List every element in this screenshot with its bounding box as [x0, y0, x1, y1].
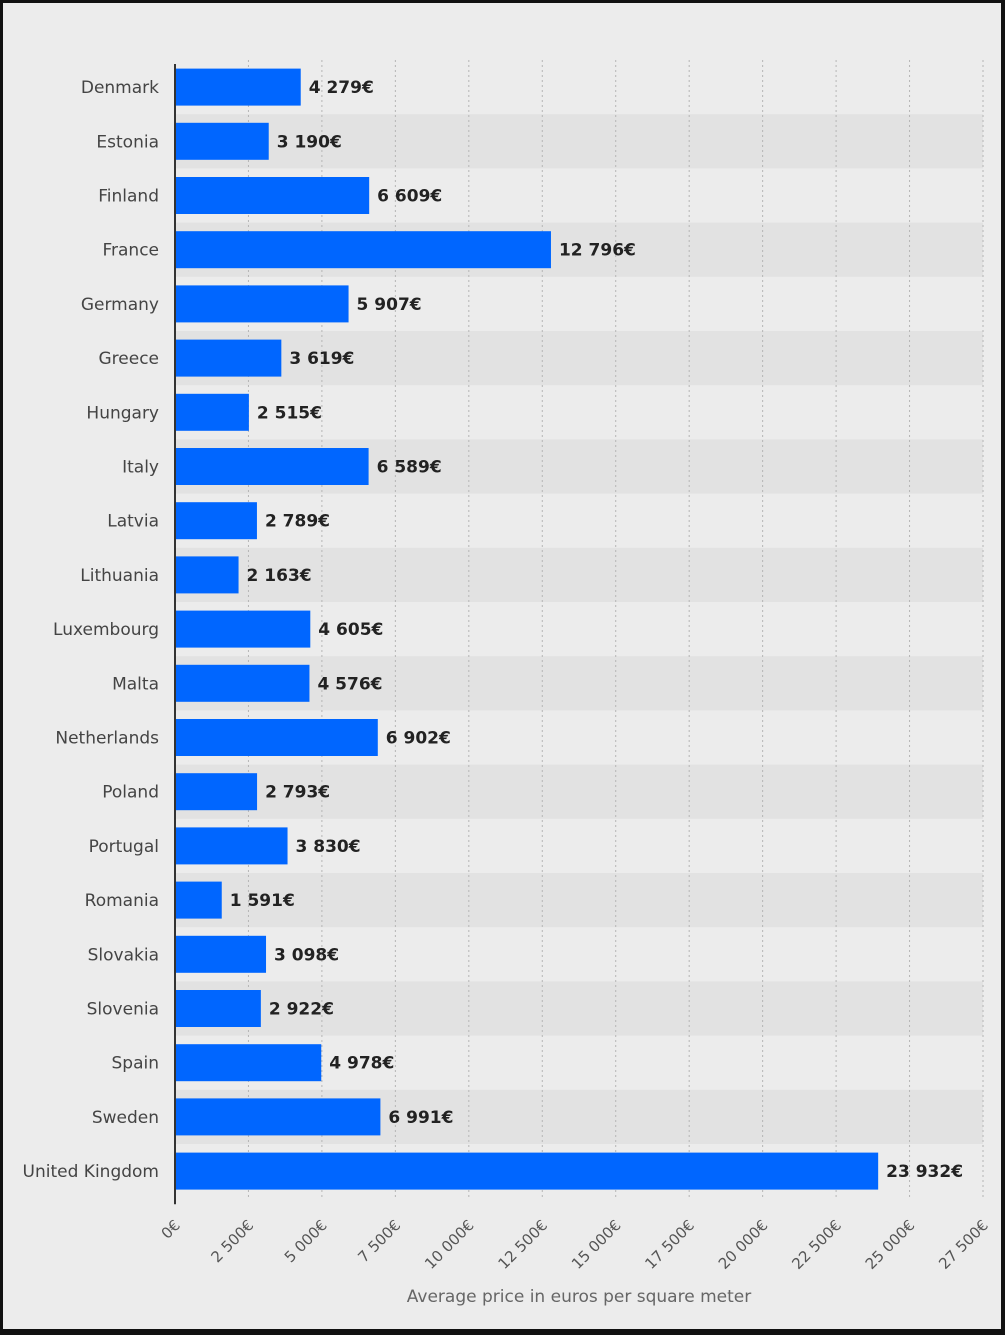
- value-label: 6 609€: [377, 187, 442, 207]
- bar-chart: Denmark Estonia Finland France Germany Greece…: [23, 60, 992, 1307]
- bar: [175, 1152, 879, 1190]
- bar: [175, 935, 267, 973]
- category-label: Italy: [122, 458, 159, 478]
- bar: [175, 339, 282, 377]
- x-tick-label: 20 000€: [715, 1216, 772, 1273]
- bar: [175, 610, 311, 648]
- value-label: 1 591€: [230, 891, 295, 911]
- x-tick-label: 7 500€: [354, 1216, 404, 1266]
- value-label: 6 902€: [386, 729, 451, 749]
- category-label: Sweden: [92, 1108, 159, 1128]
- bar: [175, 990, 261, 1027]
- chart-frame: Denmark Estonia Finland France Germany Greece…: [3, 3, 1001, 1329]
- value-label: 4 978€: [329, 1054, 394, 1074]
- value-label: 12 796€: [559, 241, 636, 261]
- x-axis-title: Average price in euros per square meter: [407, 1287, 751, 1307]
- row-band: [175, 114, 983, 169]
- value-label: 5 907€: [357, 295, 422, 315]
- value-label: 6 589€: [377, 458, 442, 478]
- x-tick-label: 15 000€: [568, 1216, 625, 1273]
- category-label: Netherlands: [55, 729, 159, 749]
- category-label: Hungary: [86, 403, 159, 423]
- row-band: [175, 656, 983, 711]
- x-tick-label: 12 500€: [495, 1216, 552, 1273]
- value-label: 3 619€: [289, 349, 354, 369]
- category-label: Estonia: [96, 132, 159, 152]
- bar: [175, 881, 222, 919]
- x-tick-label: 25 000€: [862, 1216, 919, 1273]
- category-label: United Kingdom: [23, 1162, 159, 1182]
- category-label: Spain: [112, 1054, 160, 1074]
- bar: [175, 664, 310, 702]
- value-label: 3 190€: [277, 132, 342, 152]
- category-labels: Denmark Estonia Finland France Germany Greece…: [23, 78, 160, 1182]
- category-label: Denmark: [81, 78, 159, 98]
- x-tick-label: 17 500€: [641, 1216, 698, 1273]
- bar: [175, 122, 269, 160]
- value-label: 3 098€: [274, 945, 339, 965]
- category-label: Germany: [81, 295, 159, 315]
- category-label: Romania: [85, 891, 159, 911]
- x-tick-label: 5 000€: [281, 1216, 331, 1266]
- value-label: 6 991€: [388, 1108, 453, 1128]
- bar: [175, 1098, 381, 1136]
- category-label: France: [102, 241, 159, 261]
- value-label: 2 922€: [269, 1000, 334, 1020]
- x-tick-label: 22 500€: [788, 1216, 845, 1273]
- bar: [175, 393, 249, 431]
- x-tick-label: 0€: [158, 1216, 184, 1242]
- bar: [175, 827, 288, 865]
- category-label: Finland: [98, 187, 159, 207]
- row-band: [175, 331, 983, 386]
- category-label: Latvia: [107, 512, 159, 532]
- bar: [175, 719, 378, 756]
- value-labels: 4 279€ 3 190€ 6 609€ 12 796€ 5 907€ 3 619€ 2 5…: [230, 78, 963, 1182]
- x-tick-label: 10 000€: [421, 1216, 478, 1273]
- row-band: [175, 764, 983, 819]
- bar: [175, 1044, 322, 1082]
- bar: [175, 177, 370, 214]
- row-band: [175, 547, 983, 602]
- row-bands: [175, 114, 983, 1144]
- category-label: Slovakia: [88, 945, 159, 965]
- value-label: 23 932€: [886, 1162, 963, 1182]
- category-label: Portugal: [89, 837, 159, 857]
- value-label: 4 605€: [318, 620, 383, 640]
- category-label: Lithuania: [80, 566, 159, 586]
- value-label: 2 793€: [265, 783, 330, 803]
- bar: [175, 773, 258, 811]
- bar: [175, 68, 301, 106]
- category-label: Malta: [112, 674, 159, 694]
- bar: [175, 231, 551, 269]
- value-label: 4 576€: [317, 674, 382, 694]
- category-label: Poland: [102, 783, 159, 803]
- category-label: Greece: [98, 349, 159, 369]
- bars: [175, 68, 879, 1190]
- bar: [175, 285, 349, 323]
- value-label: 2 515€: [257, 403, 322, 423]
- value-label: 2 163€: [247, 566, 312, 586]
- bar: [175, 556, 239, 594]
- x-tick-label: 27 500€: [935, 1216, 992, 1273]
- bar: [175, 448, 369, 485]
- value-label: 2 789€: [265, 512, 330, 532]
- category-label: Slovenia: [87, 1000, 159, 1020]
- value-label: 3 830€: [296, 837, 361, 857]
- row-band: [175, 981, 983, 1036]
- x-tick-label: 2 500€: [207, 1216, 257, 1266]
- category-label: Luxembourg: [53, 620, 159, 640]
- x-tick-labels: 0€ 2 500€ 5 000€ 7 500€ 10 000€ 12 500€ 15 000…: [158, 1216, 992, 1273]
- row-band: [175, 873, 983, 928]
- bar: [175, 502, 257, 540]
- value-label: 4 279€: [309, 78, 374, 98]
